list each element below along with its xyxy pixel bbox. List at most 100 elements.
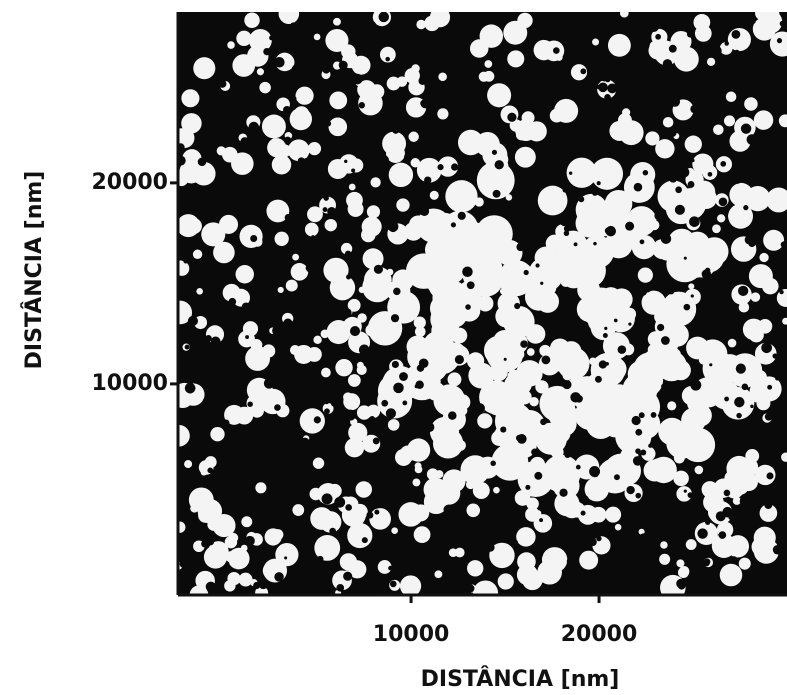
- texture-hole: [392, 127, 399, 134]
- texture-blob: [707, 58, 715, 66]
- texture-blob: [239, 573, 253, 587]
- texture-blob: [275, 543, 298, 566]
- texture-blob: [581, 235, 614, 268]
- texture-hole: [511, 539, 518, 546]
- texture-blob: [688, 283, 694, 289]
- texture-hole: [764, 366, 767, 369]
- texture-hole: [700, 320, 704, 324]
- texture-hole: [391, 314, 399, 322]
- texture-hole: [565, 208, 574, 217]
- texture-hole: [393, 383, 404, 394]
- texture-blob: [313, 336, 321, 344]
- texture-hole: [701, 569, 708, 576]
- texture-hole: [660, 282, 667, 289]
- texture-hole: [226, 562, 229, 565]
- texture-blob: [589, 357, 597, 365]
- texture-blob: [357, 313, 366, 322]
- texture-hole: [471, 539, 477, 545]
- texture-hole: [764, 501, 772, 509]
- texture-blob: [193, 57, 215, 79]
- texture-blob: [674, 453, 685, 464]
- texture-hole: [675, 205, 685, 215]
- texture-hole: [493, 190, 501, 198]
- texture-hole: [385, 57, 390, 62]
- texture-hole: [321, 25, 328, 32]
- texture-hole: [345, 504, 352, 511]
- texture-hole: [175, 187, 186, 198]
- texture-blob: [467, 352, 484, 369]
- texture-hole: [373, 356, 379, 362]
- texture-blob: [660, 541, 667, 548]
- texture-blob: [427, 468, 439, 480]
- texture-blob: [433, 428, 463, 458]
- texture-hole: [317, 556, 324, 563]
- texture-hole: [390, 581, 397, 588]
- texture-blob: [739, 558, 751, 570]
- texture-hole: [761, 342, 772, 353]
- texture-hole: [690, 105, 698, 113]
- texture-hole: [327, 429, 334, 436]
- texture-hole: [261, 549, 271, 559]
- texture-hole: [307, 184, 311, 188]
- texture-blob: [325, 219, 337, 231]
- texture-hole: [197, 297, 204, 304]
- texture-hole: [605, 227, 612, 234]
- texture-hole: [251, 453, 258, 460]
- texture-blob: [190, 504, 198, 512]
- texture-hole: [323, 207, 328, 212]
- texture-hole: [301, 319, 307, 325]
- texture-hole: [654, 492, 658, 496]
- texture-blob: [529, 397, 538, 406]
- texture-hole: [437, 164, 443, 170]
- texture-blob: [477, 413, 492, 428]
- texture-hole: [185, 383, 196, 394]
- texture-hole: [452, 102, 456, 106]
- texture-blob: [638, 267, 653, 282]
- texture-blob: [754, 110, 773, 129]
- texture-hole: [334, 497, 345, 508]
- texture-hole: [339, 61, 348, 70]
- texture-hole: [180, 560, 187, 567]
- texture-hole: [535, 263, 539, 267]
- texture-hole: [562, 380, 571, 389]
- texture-blob: [357, 362, 364, 369]
- texture-hole: [614, 319, 618, 323]
- texture-blob: [667, 401, 676, 410]
- texture-hole: [602, 51, 611, 60]
- texture-hole: [579, 12, 584, 17]
- texture-hole: [525, 485, 530, 490]
- texture-hole: [181, 553, 186, 558]
- texture-hole: [209, 531, 212, 534]
- texture-hole: [775, 134, 782, 141]
- texture-blob: [563, 265, 576, 278]
- texture-hole: [616, 558, 627, 569]
- texture-hole: [743, 205, 748, 210]
- texture-blob: [517, 564, 538, 585]
- x-tick-label: 20000: [561, 622, 638, 647]
- texture-hole: [534, 472, 542, 480]
- texture-blob: [370, 177, 380, 187]
- texture-blob: [426, 382, 445, 401]
- texture-hole: [247, 401, 252, 406]
- texture-hole: [531, 449, 538, 456]
- texture-hole: [569, 171, 572, 174]
- texture-hole: [274, 57, 285, 68]
- texture-hole: [564, 451, 571, 458]
- texture-hole: [463, 101, 474, 112]
- texture-blob: [314, 34, 321, 41]
- texture-blob: [241, 516, 252, 527]
- texture-hole: [475, 403, 485, 413]
- texture-blob: [489, 363, 507, 381]
- texture-blob: [321, 330, 330, 339]
- texture-hole: [350, 326, 360, 336]
- texture-blob: [205, 456, 217, 468]
- texture-blob: [290, 108, 312, 130]
- texture-hole: [203, 247, 207, 251]
- texture-hole: [467, 281, 475, 289]
- texture-blob: [396, 198, 409, 211]
- texture-hole: [245, 335, 249, 339]
- texture-hole: [677, 83, 684, 90]
- texture-blob: [648, 42, 665, 59]
- texture-blob: [244, 13, 259, 28]
- texture-hole: [298, 157, 306, 165]
